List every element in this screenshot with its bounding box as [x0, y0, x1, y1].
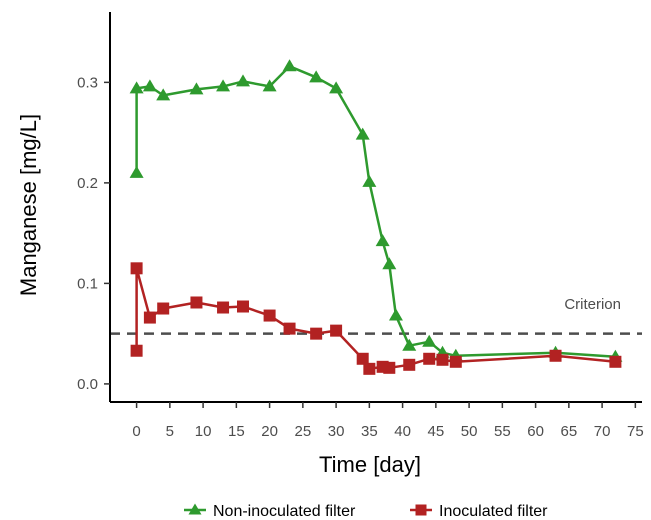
x-tick-label: 55 — [494, 423, 511, 440]
data-point-triangle — [375, 234, 390, 247]
data-point-triangle — [142, 79, 157, 92]
data-point-square — [423, 352, 436, 365]
data-point-square — [217, 301, 230, 314]
y-axis-title: Manganese [mg/L] — [16, 114, 41, 296]
data-point-square — [549, 349, 562, 362]
data-point-square — [263, 309, 276, 322]
legend-item-inoculated: Inoculated filter — [410, 503, 548, 520]
data-point-triangle — [309, 70, 324, 83]
data-point-square — [130, 344, 143, 357]
data-point-square — [237, 300, 249, 313]
x-tick-label: 30 — [328, 423, 345, 440]
legend: Non-inoculated filter Inoculated filter — [184, 503, 548, 520]
data-point-triangle — [129, 165, 144, 178]
x-tick-label: 15 — [228, 423, 245, 440]
x-tick-label: 0 — [132, 423, 140, 440]
data-point-square — [283, 322, 296, 335]
data-point-triangle — [216, 79, 231, 92]
x-tick-label: 40 — [394, 423, 411, 440]
data-point-triangle — [388, 308, 403, 321]
x-tick-label: 50 — [461, 423, 478, 440]
plot-area — [110, 59, 642, 375]
data-point-square — [157, 302, 170, 315]
data-point-triangle — [382, 257, 397, 270]
legend-label-inoculated: Inoculated filter — [439, 503, 548, 520]
criterion-label: Criterion — [564, 296, 621, 313]
x-tick-label: 5 — [166, 423, 174, 440]
axes: 0 5 10 15 20 25 30 35 40 45 50 55 60 65 70 75 0.0 0.1 0.2 0… — [77, 12, 644, 440]
data-point-triangle — [156, 88, 171, 101]
data-point-triangle — [402, 338, 417, 351]
x-tick-label: 60 — [527, 423, 544, 440]
x-tick-label: 45 — [428, 423, 445, 440]
series-line-0 — [135, 65, 616, 359]
x-tick-label: 75 — [627, 423, 644, 440]
data-point-triangle — [236, 74, 250, 87]
y-tick-label: 0.0 — [77, 376, 98, 393]
data-point-square — [143, 311, 156, 324]
data-point-square — [330, 324, 343, 337]
data-point-triangle — [355, 127, 370, 140]
data-point-square — [383, 361, 396, 374]
data-point-triangle — [282, 59, 297, 72]
data-point-triangle — [189, 82, 204, 95]
y-tick-label: 0.3 — [77, 74, 98, 91]
data-point-square — [130, 262, 143, 275]
data-point-square — [190, 296, 203, 309]
data-point-square — [363, 362, 376, 375]
data-point-square — [436, 353, 449, 366]
x-tick-label: 65 — [561, 423, 578, 440]
legend-triangle-icon — [188, 503, 202, 515]
data-point-triangle — [422, 334, 437, 347]
data-point-square — [449, 355, 462, 368]
legend-item-non-inoculated: Non-inoculated filter — [184, 503, 356, 520]
x-tick-label: 10 — [195, 423, 212, 440]
y-tick-label: 0.1 — [77, 275, 98, 292]
legend-label-non-inoculated: Non-inoculated filter — [213, 503, 356, 520]
data-point-square — [403, 358, 416, 371]
x-tick-label: 25 — [295, 423, 312, 440]
x-tick-label: 35 — [361, 423, 378, 440]
x-tick-label: 70 — [594, 423, 611, 440]
data-point-triangle — [329, 81, 344, 94]
data-point-square — [310, 327, 323, 340]
x-axis-title: Time [day] — [319, 452, 421, 477]
legend-square-icon — [415, 504, 427, 516]
data-point-square — [356, 352, 369, 365]
data-point-triangle — [129, 81, 144, 94]
data-point-triangle — [362, 174, 377, 187]
data-point-triangle — [262, 79, 277, 92]
y-tick-label: 0.2 — [77, 175, 98, 192]
x-tick-label: 20 — [261, 423, 278, 440]
data-point-square — [609, 355, 622, 368]
